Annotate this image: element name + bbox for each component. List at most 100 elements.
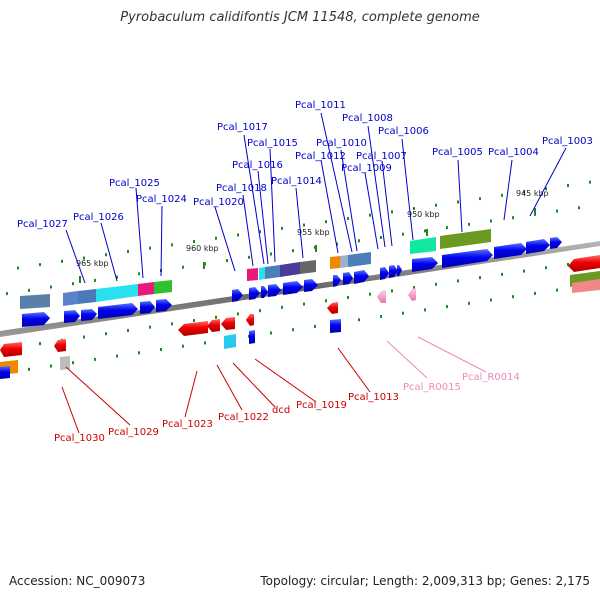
tick-mark <box>50 364 52 368</box>
cog-bars-forward <box>20 229 600 309</box>
lower-forward-blocks <box>0 319 341 379</box>
gene-label-pcal-1024[interactable]: Pcal_1024 <box>136 194 187 205</box>
cog-bar <box>300 260 316 274</box>
cog-bar <box>154 280 172 294</box>
gene-label-pcal-1009[interactable]: Pcal_1009 <box>341 163 392 174</box>
tick-mark <box>248 255 250 259</box>
gene-label-pcal-1012[interactable]: Pcal_1012 <box>295 151 346 162</box>
tick-mark <box>204 341 206 345</box>
forward-gene-arrow <box>442 249 493 268</box>
tick-mark <box>468 301 470 305</box>
tick-mark <box>72 282 74 286</box>
tick-mark <box>149 325 151 329</box>
tick-mark <box>270 252 272 256</box>
reverse-gene-arrow <box>54 339 66 352</box>
forward-gene-arrow <box>249 287 260 300</box>
gene-label-pcal-1018[interactable]: Pcal_1018 <box>216 183 267 194</box>
tick-mark <box>270 331 272 335</box>
tick-mark <box>215 315 217 319</box>
tick-mark <box>402 232 404 236</box>
reverse-gene-arrow <box>568 255 600 272</box>
gene-label-pcal-1011[interactable]: Pcal_1011 <box>295 100 346 111</box>
gene-label-dcd[interactable]: dcd <box>272 405 290 416</box>
forward-gene-arrow <box>98 303 138 319</box>
tick-mark <box>347 216 349 220</box>
gene-label-pcal-1016[interactable]: Pcal_1016 <box>232 160 283 171</box>
gene-label-pcal-1023[interactable]: Pcal_1023 <box>162 419 213 430</box>
tick-mark <box>534 291 536 295</box>
gene-label-pcal-1005[interactable]: Pcal_1005 <box>432 147 483 158</box>
tick-mark <box>182 265 184 269</box>
tick-mark <box>325 299 327 303</box>
cog-bar <box>330 256 340 269</box>
gene-label-pcal-1003[interactable]: Pcal_1003 <box>542 136 593 147</box>
gene-label-pcal-1017[interactable]: Pcal_1017 <box>217 122 268 133</box>
rna-label-pcal-r0015[interactable]: Pcal_R0015 <box>403 382 461 393</box>
gene-label-pcal-1020[interactable]: Pcal_1020 <box>193 197 244 208</box>
tick-mark <box>94 357 96 361</box>
gene-label-pcal-1014[interactable]: Pcal_1014 <box>271 176 322 187</box>
forward-gene-arrow <box>389 265 398 278</box>
cog-bar <box>440 229 491 249</box>
gene-label-pcal-1015[interactable]: Pcal_1015 <box>247 138 298 149</box>
tick-mark <box>182 344 184 348</box>
gene-label-pcal-1025[interactable]: Pcal_1025 <box>109 178 160 189</box>
tick-mark <box>28 288 30 292</box>
cog-bar <box>224 334 236 349</box>
gene-label-pcal-1022[interactable]: Pcal_1022 <box>218 412 269 423</box>
gene-label-pcal-1008[interactable]: Pcal_1008 <box>342 113 393 124</box>
tick-mark <box>479 197 481 201</box>
scale-label-945: 945 kbp <box>516 189 549 198</box>
forward-gene-arrow <box>268 284 281 297</box>
major-tick-mark <box>79 276 81 283</box>
tick-mark <box>336 242 338 246</box>
gene-label-pcal-1019[interactable]: Pcal_1019 <box>296 400 347 411</box>
tick-mark <box>281 305 283 309</box>
tick-mark <box>468 222 470 226</box>
tick-mark <box>358 239 360 243</box>
rna-arrow <box>408 288 416 301</box>
tick-mark <box>116 354 118 358</box>
tick-mark <box>193 319 195 323</box>
forward-genes <box>22 237 562 327</box>
tick-mark <box>94 278 96 282</box>
tick-mark <box>105 332 107 336</box>
tick-mark <box>457 279 459 283</box>
scale-label-965: 965 kbp <box>76 259 109 268</box>
tick-mark <box>160 348 162 351</box>
tick-mark <box>6 292 8 296</box>
gene-label-pcal-1007[interactable]: Pcal_1007 <box>356 151 407 162</box>
tick-mark <box>402 311 404 315</box>
tick-mark <box>413 286 415 290</box>
cog-bar <box>265 265 280 279</box>
tick-mark <box>358 318 360 322</box>
forward-gene-arrow <box>333 275 341 287</box>
gene-label-pcal-1010[interactable]: Pcal_1010 <box>316 138 367 149</box>
major-tick-mark <box>426 229 428 236</box>
scale-label-955: 955 kbp <box>297 228 330 237</box>
tick-mark <box>83 335 85 339</box>
tick-mark <box>567 262 569 266</box>
forward-gene-arrow <box>232 289 243 302</box>
gene-label-pcal-1004[interactable]: Pcal_1004 <box>488 147 539 158</box>
cog-bar <box>96 284 138 302</box>
gene-label-pcal-1013[interactable]: Pcal_1013 <box>348 392 399 403</box>
tick-mark <box>226 259 228 263</box>
gene-label-pcal-1006[interactable]: Pcal_1006 <box>378 126 429 137</box>
gene-label-pcal-1027[interactable]: Pcal_1027 <box>17 219 68 230</box>
rna-label-pcal-r0014[interactable]: Pcal_R0014 <box>462 372 520 383</box>
rna-labels: Pcal_R0015 Pcal_R0014 <box>386 336 520 393</box>
forward-gene-arrow <box>283 281 303 295</box>
tick-mark <box>83 256 85 260</box>
gene-label-pcal-1029[interactable]: Pcal_1029 <box>108 427 159 438</box>
gene-label-pcal-1030[interactable]: Pcal_1030 <box>54 433 105 444</box>
tick-mark <box>512 216 514 220</box>
tick-mark <box>116 275 118 279</box>
reverse-gene-arrow <box>327 302 338 314</box>
tick-mark <box>435 282 437 286</box>
cog-bar <box>20 294 50 309</box>
tick-mark <box>50 285 52 289</box>
tick-mark <box>490 298 492 302</box>
gene-label-pcal-1026[interactable]: Pcal_1026 <box>73 212 124 223</box>
tick-mark <box>39 263 41 267</box>
